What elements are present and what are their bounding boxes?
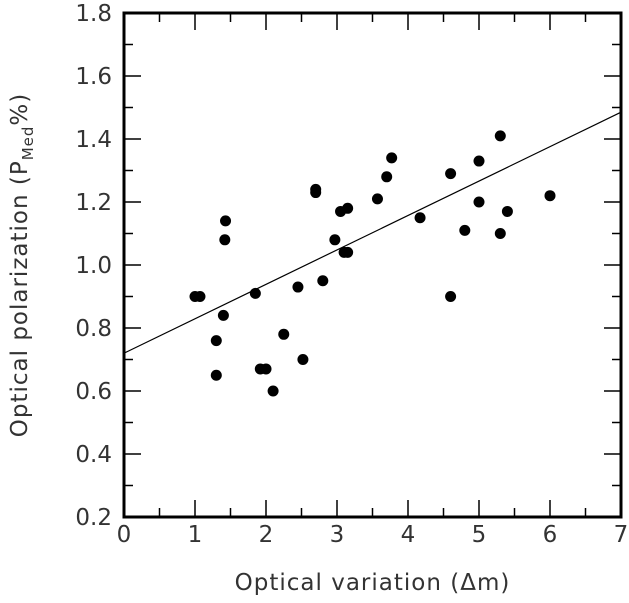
data-point: [210, 369, 222, 381]
data-point: [310, 183, 322, 195]
x-tick-label: 5: [472, 522, 487, 548]
data-point: [217, 309, 229, 321]
data-point: [249, 287, 261, 299]
data-point: [445, 168, 457, 180]
data-point: [220, 215, 232, 227]
x-tick-label: 3: [330, 522, 345, 548]
data-point: [194, 291, 206, 302]
data-point: [494, 130, 506, 142]
data-point: [342, 246, 354, 258]
data-point: [278, 328, 290, 340]
data-point: [494, 228, 506, 239]
data-point: [381, 171, 393, 183]
plot-frame: [122, 11, 623, 519]
data-point: [329, 234, 341, 246]
data-point: [267, 385, 279, 397]
data-point: [459, 224, 471, 236]
y-axis-label-suffix: %): [7, 93, 33, 126]
x-axis-label: Optical variation (Δm): [235, 570, 511, 596]
data-point: [371, 193, 383, 205]
y-tick-label: 0.6: [75, 379, 112, 405]
regression-line: [123, 111, 622, 354]
data-point: [219, 234, 231, 246]
data-point: [414, 212, 426, 224]
data-point: [317, 275, 329, 287]
data-point: [260, 363, 272, 375]
data-point: [445, 291, 457, 302]
x-tick-labels: 0 1 2 3 4 5 6 7: [117, 522, 629, 548]
y-axis-label-prefix: Optical polarization (P: [7, 160, 33, 437]
x-tick-label: 2: [259, 522, 274, 548]
y-tick-label: 1.8: [75, 1, 112, 27]
x-tick-label: 7: [614, 522, 629, 548]
y-axis-label-subscript: Med: [19, 126, 37, 161]
x-tick-label: 6: [543, 522, 558, 548]
data-point: [297, 354, 309, 365]
data-point: [473, 155, 485, 167]
y-tick-label: 1.6: [75, 64, 112, 90]
data-points: [189, 130, 556, 397]
data-point: [544, 190, 556, 202]
y-tick-labels: 0.2 0.4 0.6 0.8 1.0 1.2 1.4 1.6 1.8: [75, 1, 112, 531]
x-tick-label: 1: [188, 522, 203, 548]
y-tick-label: 0.8: [75, 316, 112, 342]
axis-ticks: [123, 12, 622, 518]
data-point: [292, 281, 304, 293]
data-point: [501, 205, 513, 217]
y-tick-label: 0.4: [75, 442, 112, 468]
y-tick-label: 1.0: [75, 253, 112, 279]
x-tick-label: 4: [401, 522, 416, 548]
data-point: [342, 202, 354, 214]
y-axis-label: Optical polarization (PMed%): [7, 93, 37, 437]
y-tick-label: 1.4: [75, 127, 112, 153]
data-point: [210, 335, 222, 347]
data-point: [386, 152, 398, 164]
x-tick-label: 0: [117, 522, 132, 548]
y-tick-label: 1.2: [75, 190, 112, 216]
y-tick-label: 0.2: [75, 505, 112, 531]
data-point: [473, 196, 485, 208]
